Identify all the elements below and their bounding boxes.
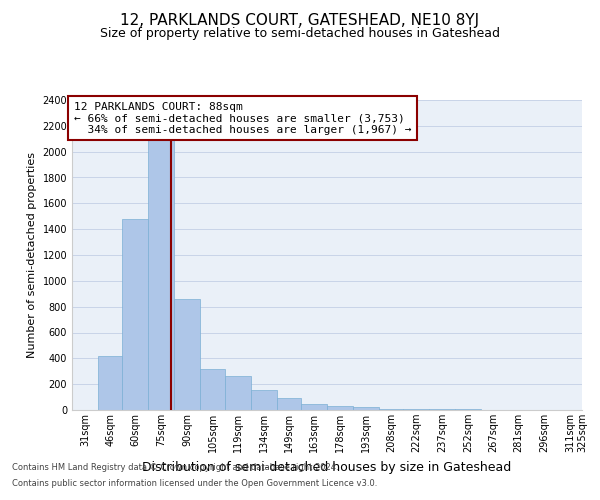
- Bar: [353, 408, 379, 410]
- Text: 12 PARKLANDS COURT: 88sqm
← 66% of semi-detached houses are smaller (3,753)
  34: 12 PARKLANDS COURT: 88sqm ← 66% of semi-…: [74, 102, 411, 134]
- Bar: [224, 376, 251, 410]
- Bar: [175, 299, 200, 410]
- Bar: [148, 123, 175, 410]
- Bar: [251, 390, 277, 410]
- Text: Contains public sector information licensed under the Open Government Licence v3: Contains public sector information licen…: [12, 478, 377, 488]
- Bar: [122, 219, 148, 410]
- Bar: [379, 408, 403, 410]
- Text: Contains HM Land Registry data © Crown copyright and database right 2024.: Contains HM Land Registry data © Crown c…: [12, 464, 338, 472]
- Bar: [277, 398, 301, 410]
- Bar: [98, 356, 122, 410]
- Bar: [301, 404, 327, 410]
- Y-axis label: Number of semi-detached properties: Number of semi-detached properties: [27, 152, 37, 358]
- Bar: [200, 368, 224, 410]
- Text: Size of property relative to semi-detached houses in Gateshead: Size of property relative to semi-detach…: [100, 28, 500, 40]
- Bar: [327, 406, 353, 410]
- X-axis label: Distribution of semi-detached houses by size in Gateshead: Distribution of semi-detached houses by …: [142, 460, 512, 473]
- Text: 12, PARKLANDS COURT, GATESHEAD, NE10 8YJ: 12, PARKLANDS COURT, GATESHEAD, NE10 8YJ: [121, 12, 479, 28]
- Bar: [403, 409, 430, 410]
